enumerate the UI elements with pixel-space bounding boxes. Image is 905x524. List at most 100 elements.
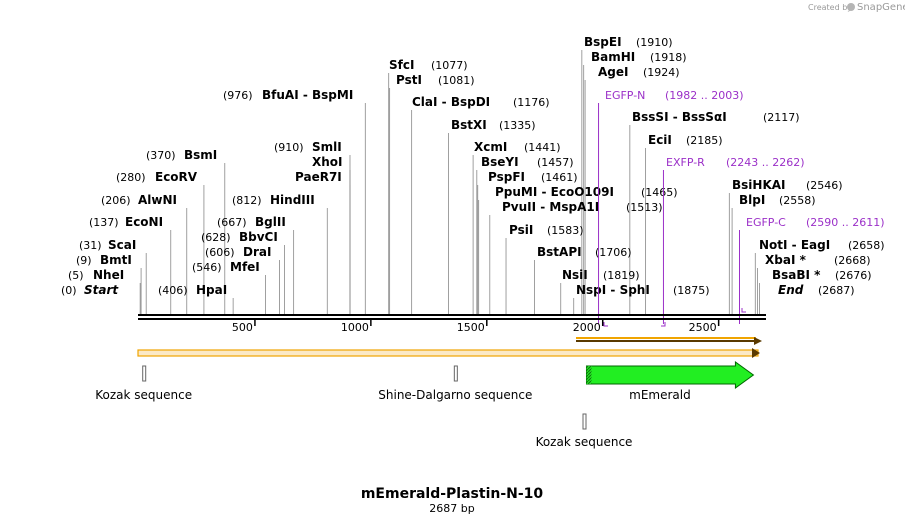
site-position-clai: (1176) [513, 96, 550, 109]
site-position-econi: (137) [89, 216, 119, 229]
site-nsii[interactable]: NsiI [562, 268, 588, 282]
sequence-length: 2687 bp [429, 502, 474, 515]
snapgene-logo-icon [847, 3, 855, 11]
primer-range-egfp-c: (2590 .. 2611) [806, 216, 885, 229]
credit-prefix: Created by [808, 3, 852, 12]
site-position-hpai: (406) [158, 284, 188, 297]
site-sfci[interactable]: SfcI [389, 58, 414, 72]
feature-memerald-arrow[interactable] [585, 361, 755, 389]
site-agei[interactable]: AgeI [598, 65, 628, 79]
ruler-tick-label: 2500 [689, 321, 717, 334]
site-blpi[interactable]: BlpI [739, 193, 765, 207]
feature-label-memerald: mEmerald [629, 388, 691, 402]
orf-memerald [576, 337, 762, 345]
site-smli[interactable]: SmlI [312, 140, 342, 154]
start-position: (0) [61, 284, 77, 297]
site-econi[interactable]: EcoNI [125, 215, 163, 229]
site-position-ecii: (2185) [686, 134, 723, 147]
site-drai[interactable]: DraI [243, 245, 271, 259]
feature-label-1: Shine-Dalgarno sequence [378, 388, 532, 402]
orf-full [137, 348, 760, 358]
feature-kozak-box[interactable] [142, 365, 147, 382]
site-bstapi[interactable]: BstAPI [537, 245, 582, 259]
feature-kozak-box[interactable] [453, 365, 458, 382]
feature-track: Kozak sequence Shine-Dalgarno sequence mEm… [95, 361, 755, 449]
site-nspi[interactable]: NspI - SphI [576, 283, 650, 297]
site-hindiii[interactable]: HindIII [270, 193, 315, 207]
feature-memerald-hatch [586, 366, 592, 384]
site-bglii[interactable]: BglII [255, 215, 286, 229]
site-xbai[interactable]: XbaI * [765, 253, 807, 267]
feature-label-0: Kozak sequence [95, 388, 192, 402]
site-bseyi[interactable]: BseYI [481, 155, 519, 169]
site-position-agei: (1924) [643, 66, 680, 79]
site-bspei[interactable]: BspEI [584, 35, 622, 49]
site-position-sfci: (1077) [431, 59, 468, 72]
site-nhei[interactable]: NheI [93, 268, 124, 282]
site-position-xbai: (2668) [834, 254, 871, 267]
site-position-psti: (1081) [438, 74, 475, 87]
site-scai[interactable]: ScaI [108, 238, 136, 252]
site-bsssi[interactable]: BssSI - BssSαI [632, 110, 727, 124]
site-position-ppumi: (1465) [641, 186, 678, 199]
site-noti[interactable]: NotI - EagI [759, 238, 830, 252]
ruler-tick-label: 1500 [457, 321, 485, 334]
map-title: mEmerald-Plastin-N-10 [361, 486, 544, 502]
site-position-bbvci: (628) [201, 231, 231, 244]
site-bfuai[interactable]: BfuAI - BspMI [262, 88, 353, 102]
ruler-ticks: 500 1000 1500 2000 2500 [232, 320, 720, 334]
site-position-nspi: (1875) [673, 284, 710, 297]
site-position-bsssi: (2117) [763, 111, 800, 124]
primer-range-egfp-n: (1982 .. 2003) [665, 89, 744, 102]
site-ecorv[interactable]: EcoRV [155, 170, 198, 184]
site-pspfi[interactable]: PspFI [488, 170, 525, 184]
site-position-xcmi: (1441) [524, 141, 561, 154]
site-position-bsihkai: (2546) [806, 179, 843, 192]
site-position-bsabi: (2676) [835, 269, 872, 282]
sequence-ends: (0) Start End (2687) [61, 283, 855, 297]
primer-binding-mark [741, 308, 746, 313]
site-clai[interactable]: ClaI - BspDI [412, 95, 490, 109]
primer-egfp-c[interactable]: EGFP-C [746, 216, 786, 229]
site-position-alwni: (206) [101, 194, 131, 207]
site-position-pspfi: (1461) [541, 171, 578, 184]
credit-snapgene: Created by SnapGene [808, 2, 905, 13]
site-bsmi[interactable]: BsmI [184, 148, 217, 162]
site-alwni[interactable]: AlwNI [138, 193, 177, 207]
start-label: Start [84, 283, 119, 297]
site-position-bfuai: (976) [223, 89, 253, 102]
site-bsihkai[interactable]: BsiHKAI [732, 178, 786, 192]
site-paer7i[interactable]: PaeR7I [295, 170, 342, 184]
site-position-bglii: (667) [217, 216, 247, 229]
site-position-smli: (910) [274, 141, 304, 154]
site-bbvci[interactable]: BbvCI [239, 230, 278, 244]
site-ecii[interactable]: EciI [648, 133, 672, 147]
site-bmti[interactable]: BmtI [100, 253, 132, 267]
site-bamhi[interactable]: BamHI [591, 50, 635, 64]
site-xcmi[interactable]: XcmI [474, 140, 507, 154]
site-psti[interactable]: PstI [396, 73, 422, 87]
site-bstxi[interactable]: BstXI [451, 118, 487, 132]
site-mfei[interactable]: MfeI [230, 260, 260, 274]
site-position-ecorv: (280) [116, 171, 146, 184]
site-position-psii: (1583) [547, 224, 584, 237]
sequence-backbone [138, 314, 766, 320]
primer-exfp-r[interactable]: EXFP-R [666, 156, 705, 169]
site-position-bspei: (1910) [636, 36, 673, 49]
site-position-nsii: (1819) [603, 269, 640, 282]
site-position-noti: (2658) [848, 239, 885, 252]
primer-egfp-n[interactable]: EGFP-N [605, 89, 645, 102]
site-hpai[interactable]: HpaI [196, 283, 227, 297]
site-xhoi[interactable]: XhoI [312, 155, 343, 169]
primer-binding-mark [661, 322, 666, 327]
site-position-hindiii: (812) [232, 194, 262, 207]
site-pvuii[interactable]: PvuII - MspA1I [502, 200, 599, 214]
end-label: End [778, 283, 804, 297]
site-position-bseyi: (1457) [537, 156, 574, 169]
feature-kozak-box[interactable] [582, 413, 587, 430]
credit-brand: SnapGene [857, 2, 905, 13]
site-psii[interactable]: PsiI [509, 223, 533, 237]
site-bsabi[interactable]: BsaBI * [772, 268, 821, 282]
site-ppumi[interactable]: PpuMI - EcoO109I [495, 185, 614, 199]
